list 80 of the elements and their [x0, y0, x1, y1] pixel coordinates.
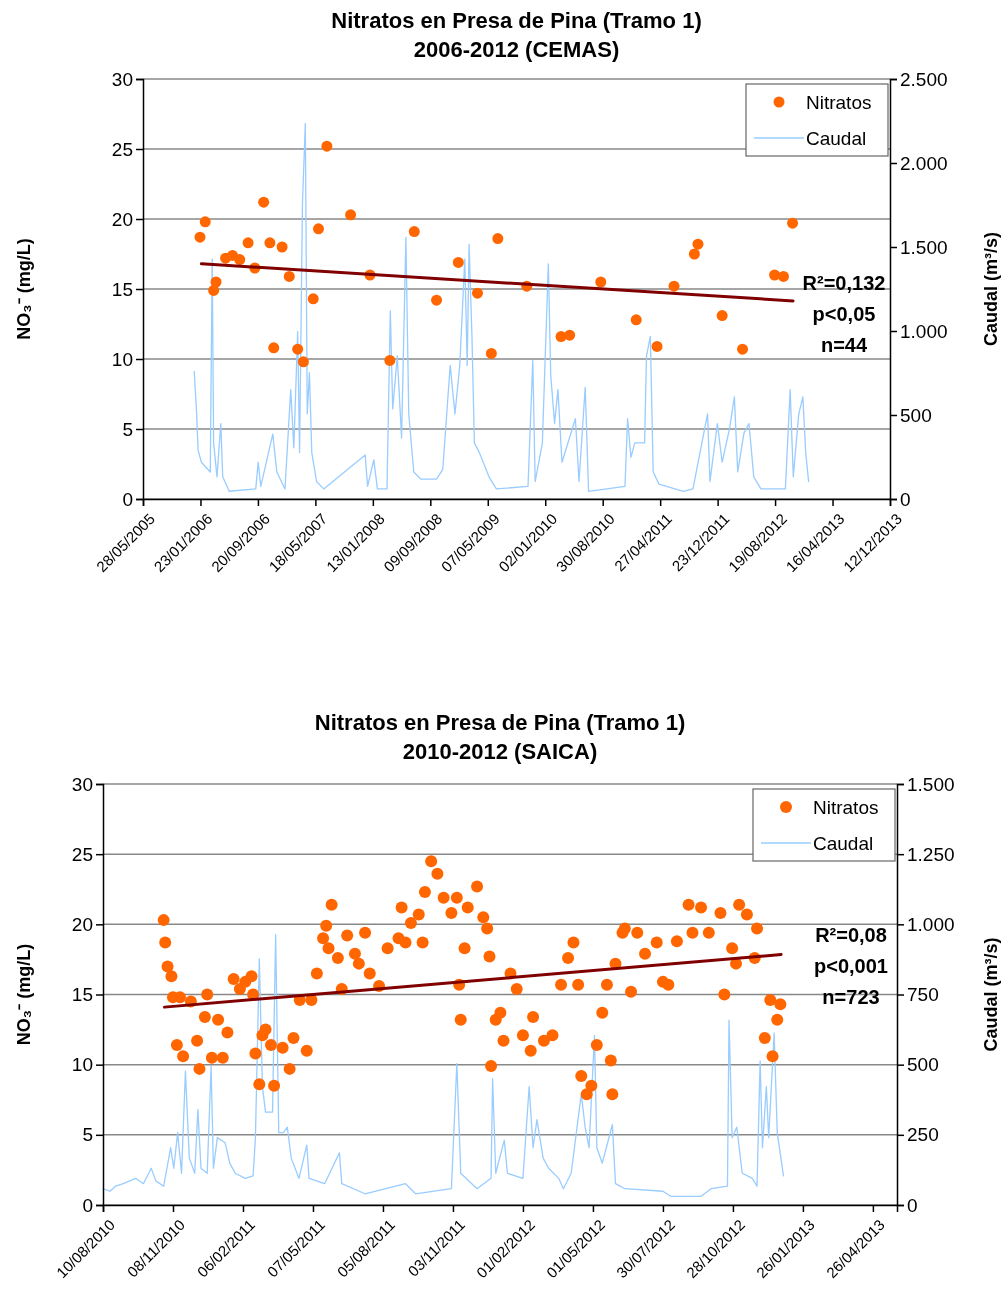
annotation: p<0,001	[814, 955, 888, 977]
legend-label: Nitratos	[806, 92, 872, 113]
point	[716, 310, 728, 322]
y2-tick-label: 1.500	[900, 236, 948, 258]
point	[384, 354, 396, 366]
point	[258, 196, 270, 208]
y2-tick-label: 750	[907, 984, 939, 1006]
y2-tick-label: 1.250	[907, 843, 955, 865]
y-tick-label: 10	[71, 1054, 93, 1076]
y2-tick-label: 0	[900, 488, 911, 510]
y-tick-label: 20	[71, 913, 93, 935]
annotation: n=44	[820, 334, 868, 356]
y-tick-label: 15	[111, 278, 133, 300]
y-tick-label: 5	[122, 418, 133, 440]
point	[471, 287, 483, 299]
point	[452, 256, 464, 268]
point	[408, 226, 420, 238]
y2-tick-label: 1.500	[907, 773, 955, 795]
chart-subtitle: 2006-2012 (CEMAS)	[413, 37, 620, 62]
point	[692, 238, 704, 250]
y-tick-label: 20	[111, 208, 133, 230]
y2-tick-label: 1.000	[900, 320, 948, 342]
y2-tick-label: 0	[907, 1194, 918, 1216]
y-tick-label: 25	[111, 138, 133, 160]
point	[564, 329, 576, 341]
point	[199, 216, 211, 228]
point	[208, 284, 220, 296]
point	[264, 237, 276, 249]
point	[313, 223, 324, 235]
y2-tick-label: 500	[907, 1054, 939, 1076]
point	[234, 254, 246, 266]
point	[485, 347, 497, 359]
y-tick-label: 25	[71, 843, 93, 865]
point	[292, 343, 304, 355]
point	[651, 340, 663, 352]
y-tick-label: 30	[111, 68, 133, 90]
point	[737, 343, 749, 355]
y2-tick-label: 2.500	[900, 68, 948, 90]
y-tick-label: 5	[82, 1124, 93, 1146]
point	[595, 276, 607, 288]
point	[307, 293, 319, 305]
y-tick-label: 30	[71, 773, 93, 795]
point	[345, 209, 357, 221]
y-axis-title: NO₃⁻ (mg/L)	[14, 238, 34, 340]
annotation: p<0,05	[812, 303, 876, 325]
y-tick-label: 15	[71, 984, 93, 1006]
y-tick-label: 10	[111, 348, 133, 370]
point	[276, 241, 288, 253]
annotation: n=723	[822, 986, 880, 1008]
annotation: R²=0,132	[802, 272, 886, 294]
point	[194, 231, 206, 243]
y-tick-label: 0	[122, 488, 133, 510]
y-axis-title: NO₃⁻ (mg/L)	[14, 943, 34, 1046]
point	[268, 342, 280, 354]
annotation: R²=0,08	[815, 924, 887, 946]
point	[630, 314, 642, 326]
line-series	[102, 934, 785, 1197]
point	[297, 356, 309, 368]
point	[431, 294, 443, 306]
point	[777, 270, 789, 282]
point	[787, 217, 799, 229]
chart-title: Nitratos en Presa de Pina (Tramo 1)	[331, 8, 702, 33]
point	[688, 248, 700, 260]
point	[321, 140, 333, 152]
chart-title: Nitratos en Presa de Pina (Tramo 1)	[314, 710, 686, 735]
legend-label: Nitratos	[813, 797, 879, 818]
legend-label: Caudal	[813, 833, 874, 854]
point	[283, 270, 295, 282]
point	[242, 237, 254, 249]
y-tick-label: 0	[82, 1194, 93, 1216]
y2-tick-label: 250	[907, 1124, 939, 1146]
y2-tick-label: 1.000	[907, 913, 955, 935]
point	[668, 280, 680, 292]
chart-subtitle: 2010-2012 (SAICA)	[402, 739, 598, 764]
y2-axis-title: Caudal (m³/s)	[981, 231, 1001, 347]
y2-axis-title: Caudal (m³/s)	[981, 937, 1001, 1052]
y2-tick-label: 500	[900, 404, 932, 426]
legend-label: Caudal	[806, 128, 867, 149]
point	[492, 233, 504, 245]
y2-tick-label: 2.000	[900, 152, 948, 174]
